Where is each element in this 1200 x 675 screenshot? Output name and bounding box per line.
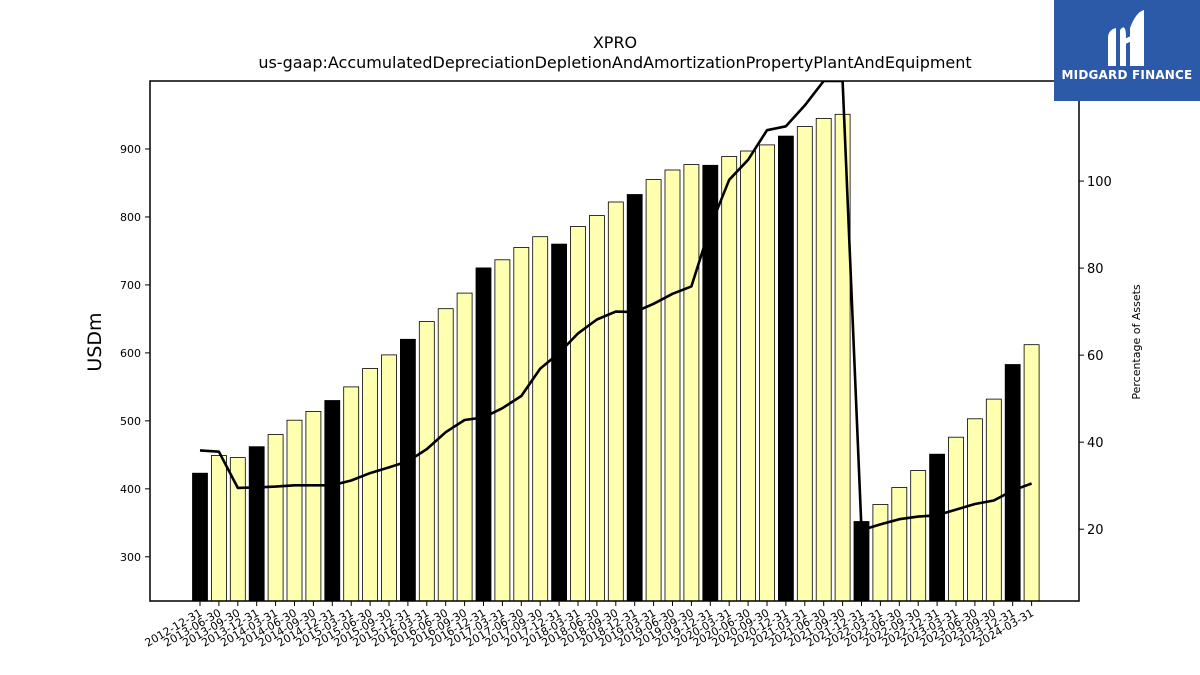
- bar-2021-06-30: [815, 118, 832, 602]
- y2-axis-label: Percentage of Assets: [1130, 284, 1143, 400]
- bar-2015-12-31: [399, 338, 416, 602]
- chart-title: XPRO: [593, 33, 637, 52]
- midgard-logo-icon: [1108, 10, 1144, 66]
- bar-2016-12-31: [475, 267, 492, 602]
- bar-2020-06-30: [740, 150, 756, 602]
- bar-2018-06-30: [589, 215, 605, 602]
- bar-2013-12-31: [248, 446, 265, 602]
- y-tick-label: 900: [120, 143, 141, 156]
- bar-2016-09-30: [456, 292, 473, 602]
- bar-2020-03-31: [721, 156, 738, 602]
- bar-2023-12-31: [1004, 364, 1021, 602]
- y-tick-label: 400: [120, 483, 141, 496]
- bar-2022-09-30: [910, 470, 927, 602]
- plot-frame: [149, 80, 1080, 602]
- bar-2014-12-31: [324, 400, 341, 602]
- y2-tick-label: 80: [1087, 262, 1104, 277]
- bar-2019-09-30: [683, 164, 700, 602]
- x-axis: 2012-12-312013-06-302013-09-302013-12-31…: [143, 601, 1036, 650]
- bar-2014-06-30: [286, 419, 303, 602]
- bar-2018-03-31: [570, 226, 586, 602]
- y-tick-label: 500: [120, 415, 141, 428]
- bar-2022-12-31: [929, 453, 945, 602]
- bar-2017-12-31: [551, 243, 567, 602]
- bar-2023-03-31: [948, 436, 964, 602]
- y2-tick-label: 20: [1087, 523, 1104, 538]
- y-tick-label: 300: [120, 551, 141, 564]
- bar-2015-09-30: [381, 354, 397, 602]
- bar-2019-06-30: [664, 169, 681, 602]
- y2-tick-label: 100: [1087, 175, 1112, 190]
- bar-2017-09-30: [532, 236, 549, 602]
- bar-2015-06-30: [362, 368, 379, 602]
- bar-2020-12-31: [778, 135, 794, 602]
- bar-2019-03-31: [645, 179, 662, 602]
- bar-2012-12-31: [192, 472, 208, 602]
- bar-2017-03-31: [494, 259, 511, 602]
- bar-2022-06-30: [891, 487, 908, 602]
- bar-2024-03-31: [1023, 344, 1040, 602]
- bar-2021-03-31: [796, 126, 813, 602]
- bar-2015-03-31: [343, 386, 360, 602]
- y2-tick-label: 60: [1087, 349, 1104, 364]
- bar-series: [192, 113, 1040, 602]
- line-series: [199, 81, 1033, 532]
- bar-2020-09-30: [759, 144, 775, 602]
- bar-2013-06-30: [210, 455, 227, 602]
- bar-2018-09-30: [607, 201, 624, 602]
- bar-2022-03-31: [872, 504, 889, 602]
- bar-2014-03-31: [267, 434, 284, 602]
- y2-axis: 20 40 60 80 100: [1079, 175, 1112, 538]
- chart-subtitle: us-gaap:AccumulatedDepreciationDepletion…: [258, 53, 971, 72]
- y-axis: 300 400 500 600 700 800 900: [120, 143, 150, 564]
- bar-2017-06-30: [513, 247, 530, 602]
- y2-tick-label: 40: [1087, 436, 1104, 451]
- y-axis-label: USDm: [84, 312, 106, 371]
- bar-2018-12-31: [626, 194, 643, 602]
- bar-2016-03-31: [418, 321, 435, 602]
- brand-logo: MIDGARD FINANCE: [1054, 0, 1200, 101]
- bar-2023-06-30: [967, 418, 983, 602]
- y-tick-label: 700: [120, 279, 141, 292]
- y-tick-label: 600: [120, 347, 141, 360]
- y-tick-label: 800: [120, 211, 141, 224]
- bar-2014-09-30: [305, 410, 322, 602]
- bar-2021-12-31: [853, 521, 870, 602]
- percentage-of-assets-line: [199, 81, 1033, 532]
- bar-2016-06-30: [437, 308, 454, 602]
- brand-name: MIDGARD FINANCE: [1061, 68, 1193, 82]
